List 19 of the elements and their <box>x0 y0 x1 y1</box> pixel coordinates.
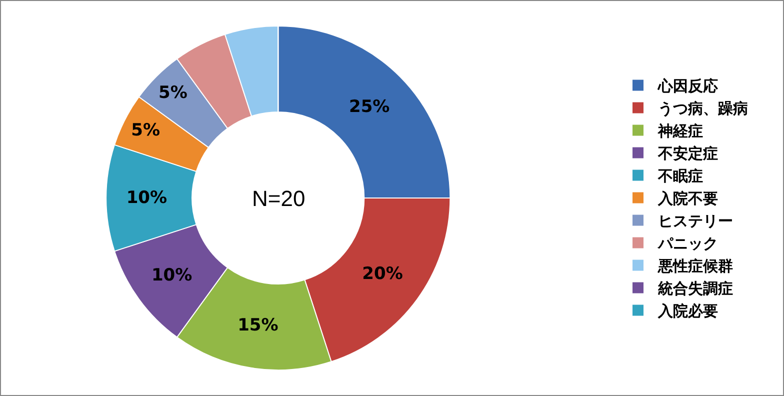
legend-label: パニック <box>657 234 718 253</box>
legend-label: うつ病、躁病 <box>658 100 748 118</box>
legend-label: ヒステリー <box>658 212 733 230</box>
legend-label: 入院不要 <box>657 190 718 208</box>
data-label: 15% <box>238 315 278 336</box>
legend-label: 統合失調症 <box>657 280 733 298</box>
data-label: 10% <box>126 188 168 208</box>
legend-label: 入院必要 <box>657 302 718 320</box>
data-label: 5% <box>158 82 188 103</box>
text: N=20 <box>252 186 306 211</box>
legend-label: 心因反応 <box>657 77 718 96</box>
legend-label: 悪性症候群 <box>657 257 733 276</box>
data-label: 5% <box>131 120 160 140</box>
legend-label: 不眠症 <box>657 167 703 186</box>
data-label: 20% <box>362 264 403 284</box>
legend-label: 神経症 <box>657 122 703 140</box>
data-label: 10% <box>151 265 192 286</box>
data-label: 25% <box>349 96 390 117</box>
legend-label: 不安定症 <box>657 144 718 163</box>
